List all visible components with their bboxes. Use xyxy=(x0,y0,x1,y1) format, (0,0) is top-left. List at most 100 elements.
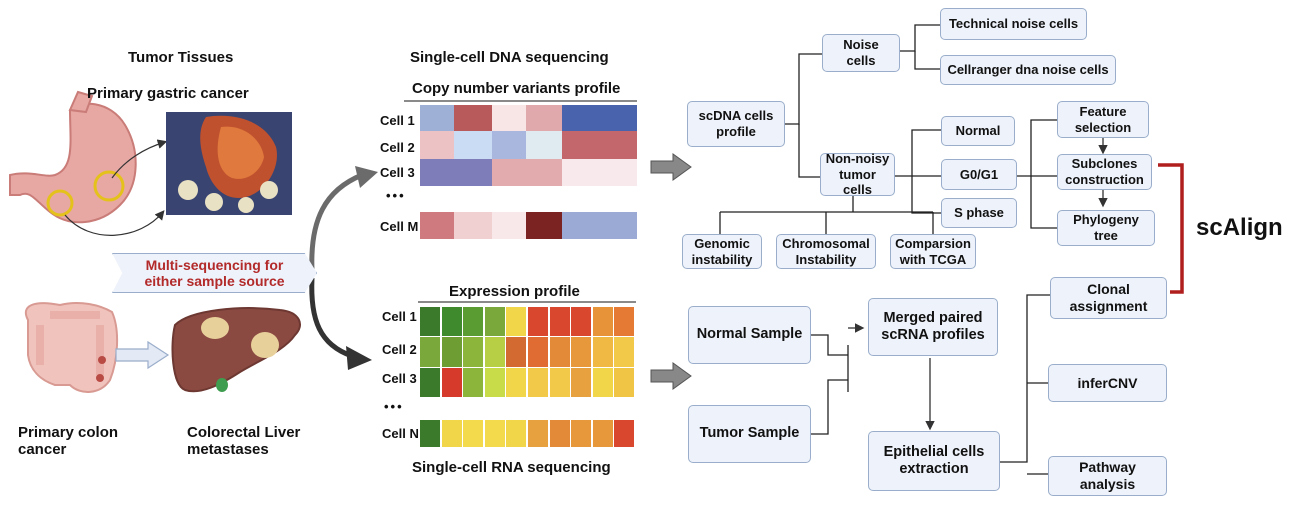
heatmap-cell xyxy=(506,307,527,336)
heatmap-cell xyxy=(484,368,505,397)
heatmap-cell xyxy=(454,105,492,131)
to-dna-arrowhead xyxy=(355,166,378,188)
merged-scrna-box: Merged paired scRNA profiles xyxy=(868,298,998,356)
scalign-bracket xyxy=(1158,163,1184,294)
heatmap-cell xyxy=(571,337,592,367)
heatmap-cell xyxy=(492,212,526,239)
heatmap-cell xyxy=(528,420,549,447)
heatmap-cell xyxy=(484,420,505,447)
tumor-tissues-label: Tumor Tissues xyxy=(128,49,234,66)
heatmap-cell xyxy=(614,420,635,447)
heatmap-cell xyxy=(528,307,549,336)
heatmap-cell xyxy=(614,307,635,336)
rna-row-label: Cell 3 xyxy=(382,371,417,386)
heatmap-cell xyxy=(526,105,562,131)
to-rna-curve xyxy=(309,277,353,359)
gastric-tumor-photo xyxy=(166,112,292,215)
rna-row-label: Cell 2 xyxy=(382,342,417,357)
heatmap-cell xyxy=(506,420,527,447)
scdna-cells-profile-box: scDNA cells profile xyxy=(687,101,785,147)
heatmap-cell xyxy=(463,368,484,397)
primary-colon-label: Primary colon cancer xyxy=(18,424,119,458)
dna-row-label: Cell 1 xyxy=(380,113,415,128)
heatmap-cell xyxy=(614,337,635,367)
dna-flow-lines xyxy=(719,24,1057,234)
heatmap-cell xyxy=(562,131,637,159)
heatmap-cell xyxy=(420,105,454,131)
heatmap-cell xyxy=(592,368,613,397)
heatmap-cell xyxy=(454,212,492,239)
heatmap-cell xyxy=(571,420,592,447)
heatmap-cell xyxy=(562,159,637,186)
heatmap-cell xyxy=(484,337,505,367)
heatmap-cell xyxy=(528,337,549,367)
feature-selection-box: Feature selection xyxy=(1057,101,1149,138)
dna-flow-arrow xyxy=(650,153,692,181)
heatmap-cell xyxy=(562,105,637,131)
normal-sample-box: Normal Sample xyxy=(688,306,811,364)
clonal-assignment-box: Clonal assignment xyxy=(1050,277,1167,319)
g0g1-box: G0/G1 xyxy=(941,159,1017,190)
heatmap-cell xyxy=(549,368,570,397)
heatmap-cell xyxy=(492,159,562,186)
heatmap-cell xyxy=(441,337,462,367)
colon-to-liver-arrow xyxy=(115,340,170,370)
heatmap-cell xyxy=(571,368,592,397)
heatmap-cell xyxy=(441,307,462,336)
infercnv-box: inferCNV xyxy=(1048,364,1167,402)
heatmap-cell xyxy=(592,307,613,336)
comparsion-tcga-box: Comparsion with TCGA xyxy=(890,234,976,269)
heatmap-cell xyxy=(463,420,484,447)
heatmap-cell xyxy=(441,368,462,397)
scalign-label: scAlign xyxy=(1196,214,1283,241)
cellranger-noise-box: Cellranger dna noise cells xyxy=(940,55,1116,85)
heatmap-cell xyxy=(526,131,562,159)
heatmap-cell xyxy=(592,337,613,367)
heatmap-cell xyxy=(528,368,549,397)
heatmap-cell xyxy=(571,307,592,336)
liver-illustration xyxy=(171,307,301,393)
primary-gastric-label: Primary gastric cancer xyxy=(87,85,249,102)
rna-row-label: Cell 1 xyxy=(382,309,417,324)
rna-title: Single-cell RNA sequencing xyxy=(412,459,611,476)
chromosomal-instability-box: Chromosomal Instability xyxy=(776,234,876,269)
multi-sequencing-banner: Multi-sequencing for either sample sourc… xyxy=(112,253,317,293)
heatmap-cell xyxy=(463,307,484,336)
heatmap-cell xyxy=(420,420,441,447)
pathway-analysis-box: Pathway analysis xyxy=(1048,456,1167,496)
subclones-construction-box: Subclones construction xyxy=(1057,154,1152,190)
technical-noise-box: Technical noise cells xyxy=(940,8,1087,40)
heatmap-cell xyxy=(492,105,526,131)
rna-flow-lines xyxy=(811,294,1050,475)
dna-ellipsis: ••• xyxy=(386,188,406,203)
dna-row-label: Cell 3 xyxy=(380,165,415,180)
rna-ellipsis: ••• xyxy=(384,399,404,414)
heatmap-cell xyxy=(420,131,454,159)
non-noisy-tumor-box: Non-noisy tumor cells xyxy=(820,151,895,197)
heatmap-cell xyxy=(549,337,570,367)
heatmap-cell xyxy=(549,420,570,447)
heatmap-cell xyxy=(420,337,441,367)
genomic-instability-box: Genomic instability xyxy=(682,234,762,269)
rna-subtitle: Expression profile xyxy=(449,283,580,300)
heatmap-cell xyxy=(526,212,562,239)
colorectal-liver-label: Colorectal Liver metastases xyxy=(187,424,301,458)
tumor-sample-box: Tumor Sample xyxy=(688,405,811,463)
heatmap-cell xyxy=(420,368,441,397)
epithelial-extraction-box: Epithelial cells extraction xyxy=(868,431,1000,491)
heatmap-cell xyxy=(492,131,526,159)
to-dna-curve xyxy=(309,172,363,271)
heatmap-cell xyxy=(420,307,441,336)
heatmap-cell xyxy=(420,159,492,186)
stomach-illustration xyxy=(9,90,168,236)
heatmap-cell xyxy=(506,368,527,397)
s-phase-box: S phase xyxy=(941,198,1017,228)
noise-cells-box: Noise cells xyxy=(822,34,900,72)
heatmap-cell xyxy=(484,307,505,336)
heatmap-cell xyxy=(614,368,635,397)
phylogeny-tree-box: Phylogeny tree xyxy=(1057,210,1155,246)
heatmap-cell xyxy=(420,212,454,239)
normal-box: Normal xyxy=(941,116,1015,146)
